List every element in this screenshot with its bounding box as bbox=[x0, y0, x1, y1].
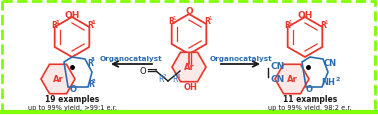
Text: 11 examples: 11 examples bbox=[283, 95, 337, 104]
Text: 1: 1 bbox=[55, 19, 59, 24]
Text: O: O bbox=[305, 85, 313, 94]
Polygon shape bbox=[41, 65, 75, 94]
Text: 3: 3 bbox=[91, 57, 95, 62]
Text: OH: OH bbox=[64, 10, 80, 19]
Text: Organocatalyst: Organocatalyst bbox=[210, 56, 272, 61]
Text: R: R bbox=[87, 58, 93, 67]
Text: 1: 1 bbox=[288, 19, 292, 24]
Text: Organocatalyst: Organocatalyst bbox=[100, 56, 162, 61]
Text: R: R bbox=[284, 20, 290, 29]
Text: R: R bbox=[87, 20, 93, 29]
Text: 1: 1 bbox=[172, 16, 176, 21]
Polygon shape bbox=[172, 53, 206, 82]
Text: O: O bbox=[140, 67, 146, 76]
Text: CN: CN bbox=[324, 58, 336, 67]
Text: 1: 1 bbox=[324, 19, 328, 24]
Text: OH: OH bbox=[184, 83, 198, 92]
Text: R: R bbox=[88, 80, 94, 89]
Text: 19 examples: 19 examples bbox=[45, 95, 99, 104]
Text: Ar: Ar bbox=[287, 75, 297, 84]
Text: 2: 2 bbox=[336, 77, 340, 82]
Text: CN: CN bbox=[271, 75, 285, 84]
Text: Ar: Ar bbox=[53, 75, 64, 84]
Text: Ar: Ar bbox=[184, 63, 194, 72]
Text: R: R bbox=[168, 17, 174, 26]
Text: 1: 1 bbox=[91, 19, 95, 24]
Text: R: R bbox=[51, 20, 57, 29]
Text: 2: 2 bbox=[92, 79, 96, 84]
Text: O: O bbox=[70, 85, 76, 94]
Text: 1: 1 bbox=[208, 16, 212, 21]
Text: NH: NH bbox=[321, 78, 335, 87]
Text: O: O bbox=[185, 7, 193, 16]
Text: CN: CN bbox=[271, 62, 285, 71]
Text: up to 99% yield, 98:2 e.r.: up to 99% yield, 98:2 e.r. bbox=[268, 104, 352, 110]
Text: R: R bbox=[172, 75, 178, 84]
Text: OH: OH bbox=[297, 10, 313, 19]
Polygon shape bbox=[275, 65, 309, 94]
Text: R: R bbox=[204, 17, 210, 26]
Text: R: R bbox=[158, 75, 164, 84]
Text: 2: 2 bbox=[162, 74, 166, 79]
Text: up to 99% yield, >99:1 e.r.: up to 99% yield, >99:1 e.r. bbox=[28, 104, 116, 110]
Text: 3: 3 bbox=[176, 74, 180, 79]
Text: R: R bbox=[320, 20, 326, 29]
